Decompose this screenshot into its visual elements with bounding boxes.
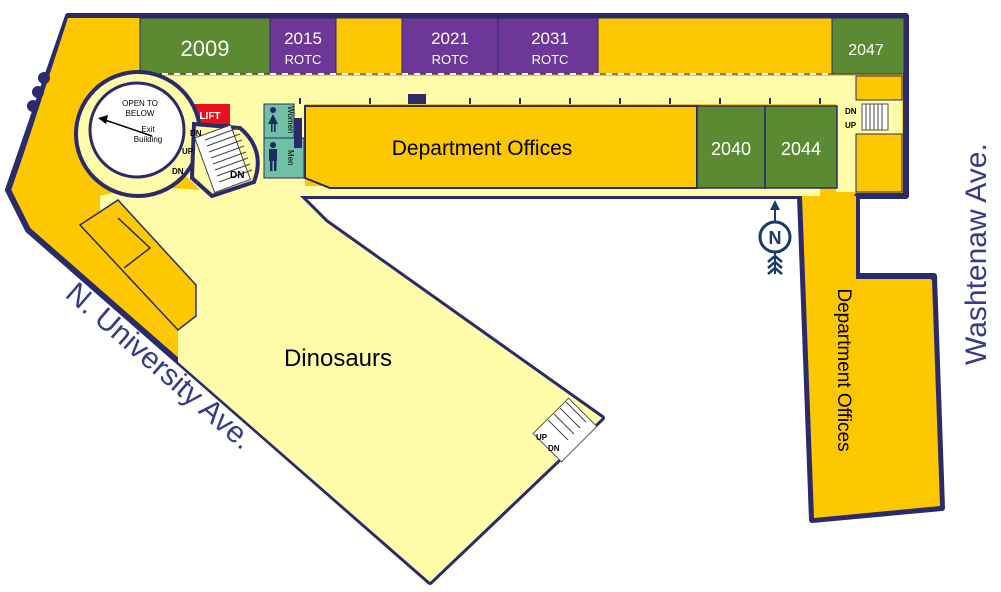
room-2044-label: 2044 <box>781 139 821 159</box>
exit-arrowhead-icon <box>98 115 108 124</box>
office-ne-lower <box>855 133 903 193</box>
west-wall-bump <box>32 86 44 98</box>
room-2031-sub: ROTC <box>532 52 569 67</box>
east-stair-dn: DN <box>845 107 857 116</box>
lift-label: LIFT <box>199 111 220 122</box>
east-corridor <box>836 76 856 192</box>
office-top-b <box>597 17 833 75</box>
department-offices-annex-label: Department Offices <box>833 288 854 451</box>
southwest-divider <box>117 217 152 269</box>
man-icon <box>269 142 277 171</box>
woman-icon <box>268 107 278 132</box>
west-wall-bump <box>27 100 39 112</box>
office-ne-small <box>855 75 903 101</box>
office-2044-room <box>764 105 838 189</box>
west-wall-bump <box>38 72 50 84</box>
washtenaw-ave-label: Washtenaw Ave. <box>960 143 993 365</box>
department-offices-annex-room <box>802 196 940 518</box>
south-stair-up: UP <box>536 433 548 442</box>
rotunda-stair-up: UP <box>182 147 194 156</box>
men-label: Men <box>286 150 295 166</box>
office-2040-room <box>696 105 766 189</box>
women-label: Women <box>286 106 295 133</box>
exit-building-line1: Exit <box>141 125 155 134</box>
room-2040-label: 2040 <box>711 139 751 159</box>
open-to-below-line2: BELOW <box>126 109 155 118</box>
office-2015-room <box>269 17 337 75</box>
office-2009-room <box>139 17 271 75</box>
exit-building-line2: Building <box>134 135 162 144</box>
rotunda-stair-dn-top: DN <box>190 129 202 138</box>
dinosaurs-label: Dinosaurs <box>284 345 392 372</box>
corridor-column <box>408 94 426 104</box>
office-2047-room <box>831 17 905 75</box>
department-offices-main-label: Department Offices <box>392 137 573 160</box>
room-2047-label: 2047 <box>848 42 884 59</box>
compass-letter: N <box>769 228 782 248</box>
office-2031-room <box>497 17 599 75</box>
east-stair-up: UP <box>845 121 857 130</box>
southwest-offices <box>78 199 197 332</box>
department-offices-main-room <box>304 105 698 189</box>
stair-treads <box>204 127 253 183</box>
room-2015-label: 2015 <box>284 29 322 48</box>
south-stair-box <box>532 397 598 463</box>
room-2031-label: 2031 <box>531 29 569 48</box>
east-stair-treads <box>865 104 883 130</box>
rotunda-stair-dn-right: DN <box>230 170 244 181</box>
restroom-partition <box>294 118 302 148</box>
main-corridor <box>100 76 836 582</box>
room-2009-label: 2009 <box>181 36 230 61</box>
north-arrow-icon <box>758 200 792 275</box>
rotunda-stair-dn-left: DN <box>172 167 184 176</box>
room-2015-sub: ROTC <box>285 52 322 67</box>
office-top-a <box>335 17 403 75</box>
room-2021-sub: ROTC <box>432 52 469 67</box>
exit-arrow-icon <box>101 118 153 137</box>
south-stair-treads <box>547 401 587 441</box>
room-2021-label: 2021 <box>431 29 469 48</box>
south-stair-dn: DN <box>548 444 560 453</box>
office-2021-room <box>401 17 499 75</box>
rotunda-open-to-below <box>88 81 186 179</box>
open-to-below-line1: OPEN TO <box>122 99 158 108</box>
